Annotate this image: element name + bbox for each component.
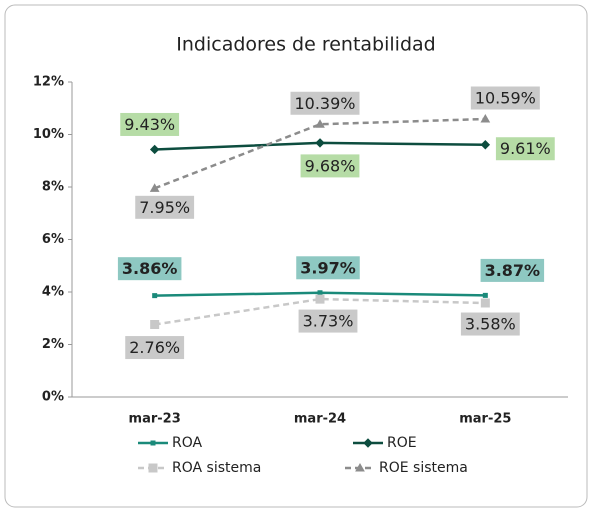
data-label-bg [298,309,358,333]
data-label-text: 10.59% [475,89,536,108]
y-tick-label: 2% [42,337,64,352]
data-label-bg [296,256,360,280]
data-label: 3.87% [480,258,545,282]
data-point [149,183,160,192]
data-point [315,119,325,128]
x-tick-label: mar-23 [129,412,181,427]
data-label-bg [117,257,182,281]
data-label-text: 3.86% [122,259,178,278]
data-label-text: 3.87% [485,261,541,280]
data-label: 3.86% [117,257,182,281]
chart-title: Indicadores de rentabilidad [176,34,435,56]
data-label-bg [460,312,520,336]
data-label-text: 3.73% [303,312,354,331]
y-tick-label: 6% [42,232,64,247]
data-point [149,144,160,155]
legend-marker [355,462,365,472]
data-point [150,320,160,330]
data-label-text: 9.68% [305,156,356,175]
data-label: 10.39% [290,91,360,115]
y-tick-label: 10% [33,127,64,142]
data-point [480,298,490,308]
legend-label: ROE [387,435,417,451]
chart-border [4,4,588,508]
x-tick-label: mar-25 [459,412,511,427]
data-label-bg [470,86,540,110]
y-tick-label: 4% [42,285,64,300]
data-label-bg [300,154,360,178]
legend-marker [363,438,373,448]
data-point [152,293,158,299]
series-line [154,297,486,326]
legend-marker [148,463,158,473]
data-label-bg [290,91,360,115]
data-label-text: 2.76% [129,338,180,357]
legend-marker [150,440,156,446]
data-point [317,290,323,296]
data-label-bg [125,336,185,360]
y-tick-label: 0% [42,390,64,405]
y-tick-label: 12% [33,75,64,90]
data-label-text: 3.97% [300,258,356,277]
data-label: 9.61% [495,137,555,161]
y-tick-label: 8% [42,180,64,195]
data-point [315,294,325,304]
data-point [482,292,488,298]
data-point [480,114,491,123]
data-label-text: 3.58% [465,315,516,334]
data-point [480,140,491,150]
data-label: 3.58% [460,312,520,336]
legend-label: ROE sistema [379,460,468,476]
data-label: 7.95% [135,195,195,219]
data-label: 2.76% [125,336,185,360]
data-label-text: 10.39% [294,94,355,113]
data-label-bg [495,137,555,161]
data-label-text: 9.43% [124,115,175,134]
data-label: 10.59% [470,86,540,110]
data-point [315,138,325,148]
data-label-bg [135,195,195,219]
data-label-text: 7.95% [139,198,190,217]
legend-label: ROA [172,435,203,451]
data-label-bg [120,112,180,136]
x-tick-label: mar-24 [294,412,346,427]
legend-label: ROA sistema [172,460,261,476]
data-label: 9.68% [300,154,360,178]
data-label: 3.97% [296,256,360,280]
data-label: 3.73% [298,309,358,333]
data-label-text: 9.61% [500,139,551,158]
data-label-bg [480,258,545,282]
data-label: 9.43% [120,112,180,136]
